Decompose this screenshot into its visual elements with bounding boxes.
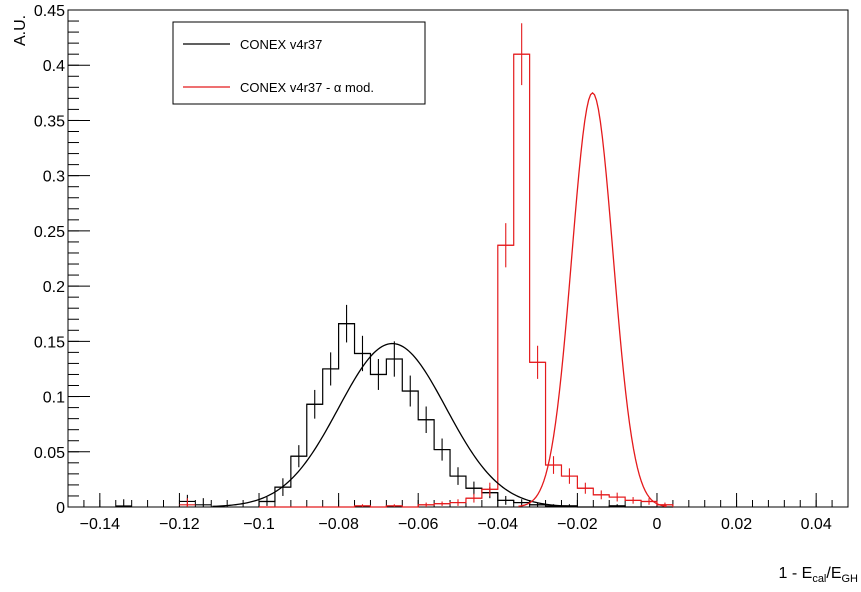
x-tick-label: 0: [653, 516, 662, 533]
x-axis-label-mid: /E: [826, 565, 841, 582]
legend-box: [172, 21, 426, 105]
y-tick-label: 0.4: [43, 58, 65, 75]
fit-curve-1: [518, 91, 667, 507]
x-axis: −0.14 −0.12 −0.1 −0.08 −0.06 −0.04 −0.02 0 0.02 0…: [67, 493, 833, 533]
y-tick-label: 0.3: [43, 169, 65, 186]
histogram-step: [258, 323, 673, 508]
x-axis-label-sub1: cal: [812, 573, 826, 585]
fit-layer: [212, 91, 667, 508]
fit-curve-0: [212, 342, 574, 508]
y-tick-label: 0.25: [34, 224, 65, 241]
y-tick-label: 0.05: [34, 445, 65, 462]
x-axis-label: 1 - Ecal/EGH: [779, 565, 859, 585]
series-layer: [115, 23, 674, 508]
legend: CONEX v4r37 CONEX v4r37 - α mod.: [172, 21, 426, 105]
x-tick-label: −0.02: [557, 516, 598, 533]
legend-label-conex: CONEX v4r37: [240, 37, 322, 52]
y-tick-label: 0.35: [34, 113, 65, 130]
y-tick-label: 0.15: [34, 334, 65, 351]
x-axis-label-sub2: GH: [842, 573, 859, 585]
x-tick-label: −0.04: [478, 516, 519, 533]
legend-label-alpha-mod: CONEX v4r37 - α mod.: [240, 80, 374, 95]
y-tick-label: 0.2: [43, 279, 65, 296]
y-tick-label: 0.45: [34, 3, 65, 20]
y-tick-label: 0: [56, 500, 65, 517]
x-tick-label: −0.14: [80, 516, 121, 533]
x-tick-label: −0.08: [318, 516, 359, 533]
x-tick-label: −0.1: [243, 516, 275, 533]
x-axis-label-base: 1 - E: [779, 565, 813, 582]
y-axis: 0 0.05 0.1 0.15 0.2 0.25 0.3 0.35 0.4 0.45: [34, 3, 90, 517]
x-tick-label: 0.04: [801, 516, 832, 533]
x-tick-label: 0.02: [721, 516, 752, 533]
x-tick-label: −0.06: [398, 516, 439, 533]
x-tick-label: −0.12: [159, 516, 200, 533]
y-axis-label: A.U.: [12, 15, 29, 46]
y-tick-label: 0.1: [43, 390, 65, 407]
series-0: [115, 304, 673, 508]
plot-frame: [67, 9, 849, 508]
